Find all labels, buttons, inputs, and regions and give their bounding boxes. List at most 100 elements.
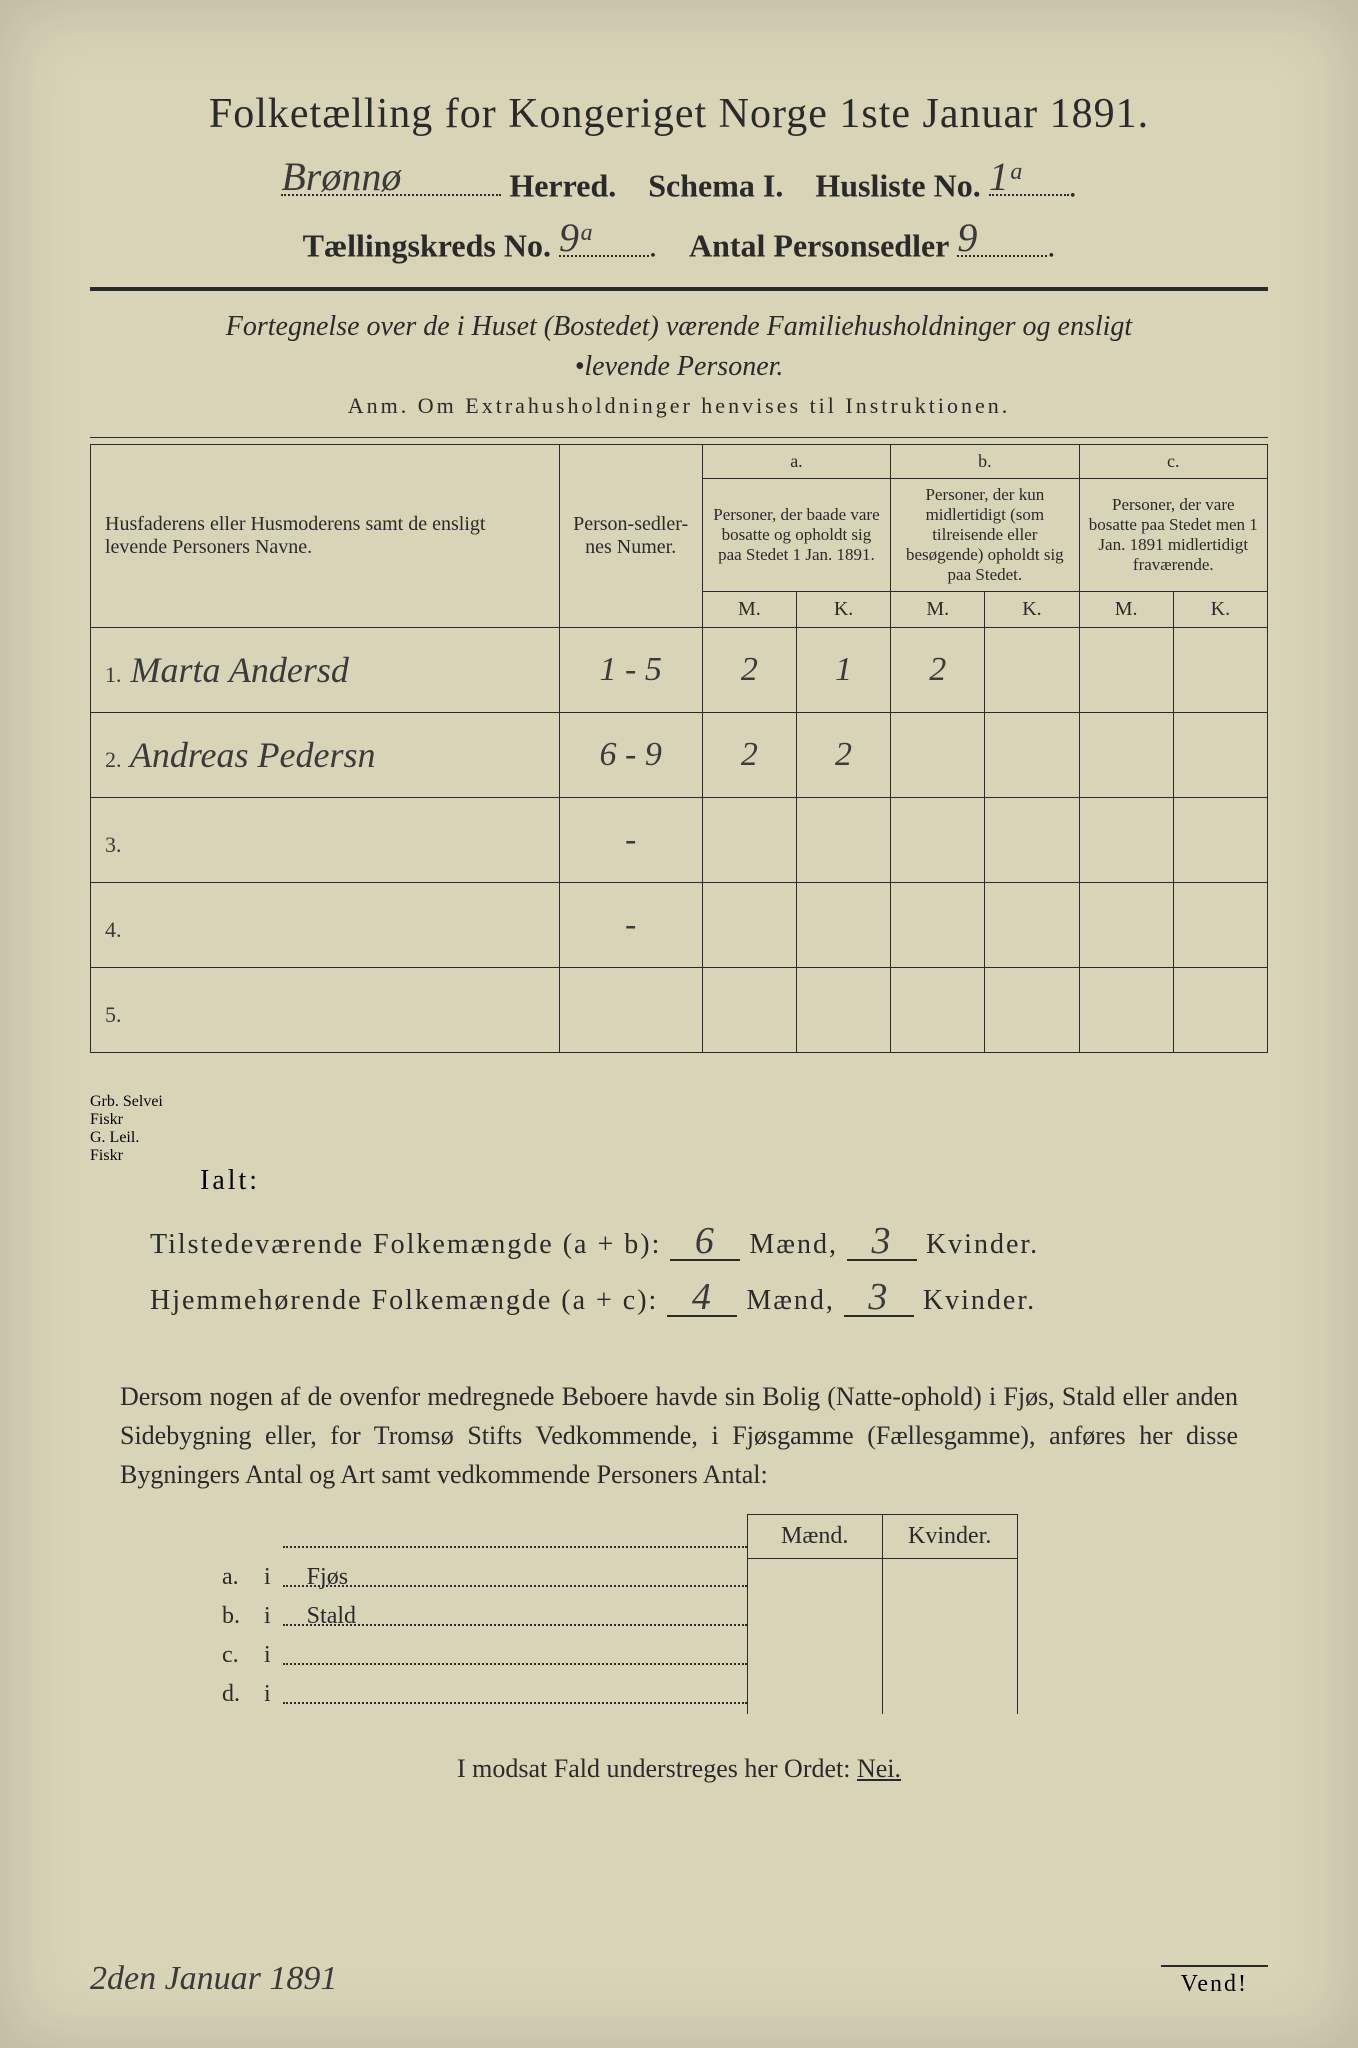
row-c-k (1173, 797, 1267, 882)
header-line-2: Brønnø Herred. Schema I. Husliste No. 1ᵃ… (90, 156, 1268, 204)
col-b-head: b. (891, 444, 1079, 478)
side-label (283, 1675, 748, 1714)
margin-note: G. Leil.Fiskr (90, 1129, 1268, 1165)
antal-value: 9 (957, 214, 977, 261)
row-b-k (985, 882, 1079, 967)
row-num: 6 - 9 (559, 712, 702, 797)
side-i: i (252, 1558, 283, 1597)
rule-1 (90, 287, 1268, 291)
row-name: 1. Marta Andersd (91, 627, 560, 712)
modsat-text: I modsat Fald understreges her Ordet: (457, 1754, 851, 1783)
table-row: 1. Marta Andersd1 - 5212 (91, 627, 1268, 712)
col-a-desc: Personer, der baade vare bosatte og opho… (702, 478, 890, 591)
side-kvinder: Kvinder. (882, 1514, 1017, 1558)
side-m (747, 1597, 882, 1636)
row-b-k (985, 627, 1079, 712)
row-c-k (1173, 712, 1267, 797)
row-a-k (796, 967, 890, 1052)
a-k: K. (796, 591, 890, 627)
row-c-k (1173, 967, 1267, 1052)
row-b-m (891, 882, 985, 967)
row-c-k (1173, 882, 1267, 967)
row-num: - (559, 882, 702, 967)
row-b-m (891, 712, 985, 797)
side-label: Stald (283, 1597, 748, 1636)
row-a-m (702, 797, 796, 882)
side-k (882, 1558, 1017, 1597)
herred-label: Herred. (509, 167, 616, 203)
row-name: 2. Andreas Pedersn (91, 712, 560, 797)
row-c-m (1079, 627, 1173, 712)
ialt-label: Ialt: (200, 1165, 1268, 1197)
side-row: b.i Stald (210, 1597, 1017, 1636)
side-a: b. (210, 1597, 252, 1636)
side-k (882, 1597, 1017, 1636)
modsat-line: I modsat Fald understreges her Ordet: Ne… (90, 1754, 1268, 1784)
side-m (747, 1558, 882, 1597)
sum2-label: Hjemmehørende Folkemængde (a + c): (150, 1285, 658, 1316)
side-row: c.i (210, 1636, 1017, 1675)
row-a-k: 1 (796, 627, 890, 712)
maend-1: Mænd, (749, 1229, 838, 1260)
kvinder-1: Kvinder. (926, 1229, 1039, 1260)
row-a-m: 2 (702, 712, 796, 797)
modsat-nei: Nei. (857, 1754, 901, 1783)
side-row: a.i Fjøs (210, 1558, 1017, 1597)
side-label: Fjøs (283, 1558, 748, 1597)
page-title: Folketælling for Kongeriget Norge 1ste J… (90, 90, 1268, 138)
row-num: 1 - 5 (559, 627, 702, 712)
herred-value: Brønnø (281, 153, 401, 200)
sum1-label: Tilstedeværende Folkemængde (a + b): (150, 1229, 661, 1260)
row-b-k (985, 712, 1079, 797)
col-a-head: a. (702, 444, 890, 478)
row-name: 5. (91, 967, 560, 1052)
side-row: d.i (210, 1675, 1017, 1714)
row-c-m (1079, 882, 1173, 967)
c-m: M. (1079, 591, 1173, 627)
sum-line-1: Tilstedeværende Folkemængde (a + b): 6 M… (150, 1215, 1268, 1261)
margin-note: Grb. SelveiFiskr (90, 1093, 1268, 1129)
row-c-k (1173, 627, 1267, 712)
side-maend: Mænd. (747, 1514, 882, 1558)
row-num (559, 967, 702, 1052)
side-i: i (252, 1675, 283, 1714)
row-b-m (891, 797, 985, 882)
row-name: 4. (91, 882, 560, 967)
a-m: M. (702, 591, 796, 627)
side-a: c. (210, 1636, 252, 1675)
row-a-m (702, 967, 796, 1052)
side-table: Mænd. Kvinder. a.i Fjøsb.i Staldc.i d.i (210, 1514, 1018, 1715)
side-i: i (252, 1597, 283, 1636)
bolig-paragraph: Dersom nogen af de ovenfor medregnede Be… (120, 1377, 1238, 1494)
side-a: a. (210, 1558, 252, 1597)
census-page: Folketælling for Kongeriget Norge 1ste J… (0, 0, 1358, 2048)
husliste-label: Husliste No. (815, 167, 980, 203)
col-name: Husfaderens eller Husmoderens samt de en… (91, 444, 560, 627)
antal-label: Antal Personsedler (689, 228, 949, 264)
main-table-wrap: Husfaderens eller Husmoderens samt de en… (90, 444, 1268, 1165)
row-b-m: 2 (891, 627, 985, 712)
col-b-desc: Personer, der kun midlertidigt (som tilr… (891, 478, 1079, 591)
row-a-m: 2 (702, 627, 796, 712)
sum1-m: 6 (695, 1220, 716, 1262)
col-num: Person-sedler-nes Numer. (559, 444, 702, 627)
side-a: d. (210, 1675, 252, 1714)
sum2-k: 3 (868, 1276, 889, 1318)
kvinder-2: Kvinder. (923, 1285, 1036, 1316)
subtitle-2: •levende Personer. (90, 351, 1268, 383)
row-b-k (985, 797, 1079, 882)
side-i: i (252, 1636, 283, 1675)
header-line-3: Tællingskreds No. 9ᵃ. Antal Personsedler… (90, 216, 1268, 264)
main-table: Husfaderens eller Husmoderens samt de en… (90, 444, 1268, 1053)
anm-text: Anm. Om Extrahusholdninger henvises til … (348, 393, 1010, 418)
table-row: 4. - (91, 882, 1268, 967)
sum1-k: 3 (871, 1220, 892, 1262)
footer-date: 2den Januar 1891 (90, 1960, 337, 1998)
maend-2: Mænd, (746, 1285, 835, 1316)
b-m: M. (891, 591, 985, 627)
footer-vend: Vend! (1161, 1965, 1268, 1998)
side-k (882, 1636, 1017, 1675)
row-name: 3. (91, 797, 560, 882)
table-row: 2. Andreas Pedersn6 - 922 (91, 712, 1268, 797)
row-b-k (985, 967, 1079, 1052)
